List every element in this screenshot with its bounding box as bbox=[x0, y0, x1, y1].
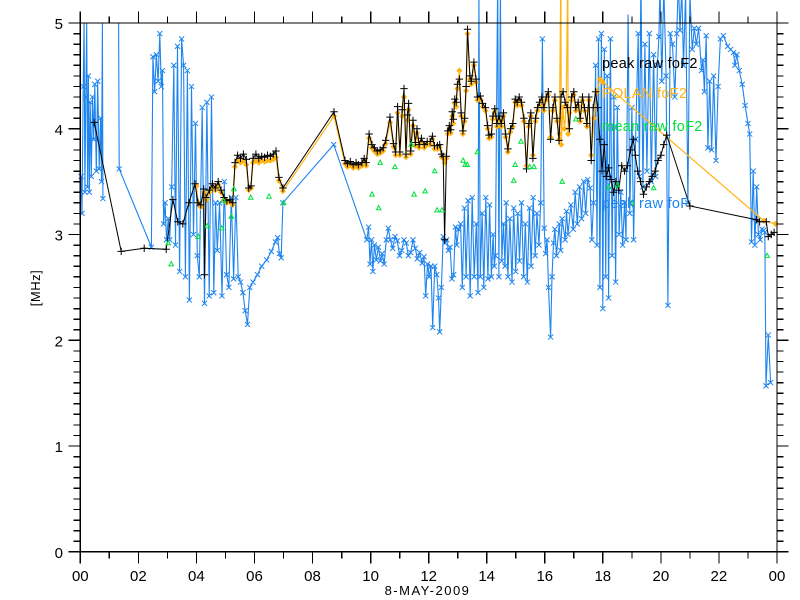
svg-text:8-MAY-2009: 8-MAY-2009 bbox=[385, 583, 471, 598]
svg-text:20: 20 bbox=[653, 568, 670, 585]
svg-text:10: 10 bbox=[362, 568, 379, 585]
svg-text:[MHz]: [MHz] bbox=[28, 270, 43, 306]
svg-text:18: 18 bbox=[594, 568, 611, 585]
svg-text:1: 1 bbox=[55, 439, 63, 456]
svg-text:08: 08 bbox=[304, 568, 321, 585]
svg-text:peak raw foF: peak raw foF bbox=[602, 196, 689, 212]
svg-text:5: 5 bbox=[55, 16, 63, 33]
svg-text:04: 04 bbox=[188, 568, 205, 585]
svg-text:00: 00 bbox=[72, 568, 89, 585]
svg-text:peak raw foF2: peak raw foF2 bbox=[602, 56, 698, 72]
svg-text:02: 02 bbox=[130, 568, 147, 585]
svg-text:3: 3 bbox=[55, 228, 63, 245]
svg-text:4: 4 bbox=[55, 122, 63, 139]
svg-text:mean raw foF2: mean raw foF2 bbox=[602, 119, 703, 135]
svg-text:2: 2 bbox=[55, 333, 63, 350]
svg-text:14: 14 bbox=[478, 568, 495, 585]
svg-text:12: 12 bbox=[420, 568, 437, 585]
svg-text:16: 16 bbox=[536, 568, 553, 585]
svg-text:0: 0 bbox=[55, 545, 63, 562]
svg-text:06: 06 bbox=[246, 568, 263, 585]
svg-text:22: 22 bbox=[711, 568, 728, 585]
svg-text:00: 00 bbox=[769, 568, 786, 585]
svg-text:POLAN foF2: POLAN foF2 bbox=[602, 86, 687, 102]
